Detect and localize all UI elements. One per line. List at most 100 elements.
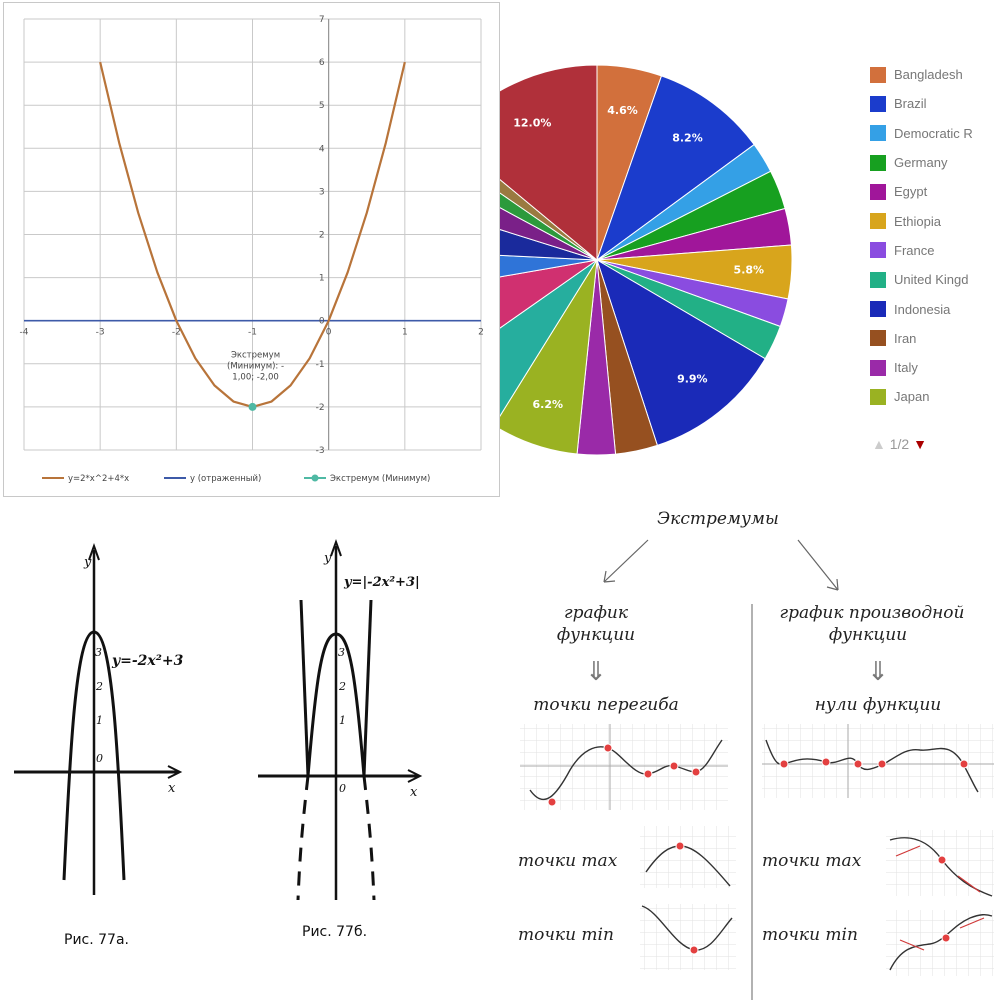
left-point-1 — [547, 797, 557, 807]
legend-label: Democratic R — [894, 125, 973, 141]
right-min-arrow-1-icon — [899, 939, 925, 951]
right-implies-icon: ⇓ — [867, 657, 889, 687]
right-max-point — [937, 855, 947, 865]
right-branch-line1: график производной — [780, 603, 965, 623]
pager-page-label: 1/2 — [889, 436, 910, 452]
left-branch-line2: функции — [557, 625, 635, 645]
legend-item[interactable]: Indonesia — [870, 294, 1000, 323]
legend-item[interactable]: Bangladesh — [870, 60, 1000, 89]
dashed-b-left — [296, 775, 310, 901]
dashed-b-right — [362, 775, 376, 901]
legend-pager[interactable]: ▲ 1/2 ▼ — [872, 436, 927, 452]
legend-label: Brazil — [894, 96, 927, 112]
tick-label-a-2: 2 — [95, 680, 103, 693]
right-min-point — [941, 933, 951, 943]
legend-label: Bangladesh — [894, 67, 963, 83]
equation-a: y=-2x²+3 — [111, 653, 184, 669]
tick-label-a-0: 0 — [96, 752, 103, 765]
legend-swatch — [870, 330, 886, 347]
legend-entry: y=2*x^2+4*x — [68, 474, 129, 484]
branch-b-right — [362, 599, 373, 777]
x-axis-a-arrow-icon — [167, 765, 183, 779]
y-axis-a-arrow-icon — [88, 543, 100, 561]
legend-swatch — [870, 359, 886, 376]
y-tick-label: 3 — [319, 187, 325, 197]
right-zero-5 — [959, 759, 969, 769]
right-max-arrow-1-icon — [895, 845, 921, 857]
legend-swatch — [870, 183, 886, 200]
right-zero-3 — [853, 759, 863, 769]
legend-label: United Kingd — [894, 272, 969, 288]
pager-up-icon[interactable]: ▲ — [872, 436, 886, 452]
legend-entry: y (отраженный) — [190, 474, 261, 484]
legend-swatch — [870, 154, 886, 171]
left-implies-icon: ⇓ — [585, 657, 607, 687]
x-tick-label: 2 — [478, 328, 484, 338]
tick-label-b-2: 2 — [338, 680, 346, 693]
pie-data-label: 5.8% — [734, 263, 765, 276]
left-point-3 — [643, 769, 653, 779]
parabola-chart: -4 -3 -2 -1 0 1 2 -3 -2 -1 0 1 2 3 4 5 6 7 Экстремум(Миним… — [20, 15, 484, 484]
left-min-label: точки min — [518, 925, 614, 945]
parabola-b — [306, 632, 366, 777]
legend-item[interactable]: Democratic R — [870, 119, 1000, 148]
right-min-label: точки min — [762, 925, 858, 945]
pie-slice[interactable] — [595, 75, 755, 262]
legend-item[interactable]: United Kingd — [870, 265, 1000, 294]
left-min-point — [689, 945, 699, 955]
left-max-graph-bg — [640, 826, 736, 888]
legend-label: Japan — [894, 389, 930, 405]
right-branch-line2: функции — [829, 625, 907, 645]
extrema-diagram: Экстремумы график функции ⇓ точки переги… — [518, 509, 994, 1000]
tick-label-b-3: 3 — [338, 646, 345, 659]
pie-slice[interactable] — [596, 258, 766, 447]
right-zero-4 — [877, 759, 887, 769]
tick-label-a-3: 3 — [95, 646, 102, 659]
y-tick-label: 7 — [319, 15, 325, 25]
extremum-point — [248, 402, 257, 411]
arrow-to-right — [797, 539, 839, 591]
left-result: точки перегиба — [533, 695, 678, 715]
left-point-2 — [603, 743, 613, 753]
pie-data-label: 8.2% — [672, 132, 703, 145]
right-min-arrow-2-icon — [959, 917, 985, 929]
legend-item[interactable]: Japan — [870, 382, 1000, 411]
legend-label: Italy — [894, 360, 918, 376]
legend-swatch — [870, 301, 886, 318]
right-min-graph-bg — [886, 910, 994, 976]
right-result: нули функции — [815, 695, 942, 715]
legend-label: France — [894, 242, 935, 258]
legend-swatch — [870, 125, 886, 142]
legend-item[interactable]: Ethiopia — [870, 206, 1000, 235]
legend-item[interactable]: Egypt — [870, 177, 1000, 206]
legend-item[interactable]: Italy — [870, 353, 1000, 382]
x-axis-b-arrow-icon — [407, 769, 423, 783]
x-tick-label: 1 — [402, 328, 408, 338]
left-point-4 — [669, 761, 679, 771]
legend-swatch — [870, 388, 886, 405]
axis-x-label-b: x — [410, 785, 418, 800]
tick-label-a-1: 1 — [96, 714, 103, 727]
y-tick-label: -1 — [316, 360, 325, 370]
legend-item[interactable]: Iran — [870, 324, 1000, 353]
tick-label-b-0: 0 — [339, 782, 346, 795]
axis-x-label-a: x — [168, 781, 176, 796]
y-tick-label: 6 — [319, 58, 325, 68]
legend-item[interactable]: Germany — [870, 148, 1000, 177]
right-zero-1 — [779, 759, 789, 769]
y-tick-label: 4 — [319, 144, 325, 154]
parabola-chart-panel: -4 -3 -2 -1 0 1 2 -3 -2 -1 0 1 2 3 4 5 6 7 Экстремум (Миним… — [3, 2, 500, 497]
axis-y-label-b: y — [323, 551, 332, 566]
caption-a: Рис. 77а. — [64, 932, 129, 948]
legend-item[interactable]: Brazil — [870, 89, 1000, 118]
legend-label: Iran — [894, 330, 917, 346]
right-min-curve — [889, 913, 993, 971]
legend-label: Germany — [894, 155, 948, 171]
y-tick-label: 1 — [319, 274, 325, 284]
legend-item[interactable]: France — [870, 236, 1000, 265]
pager-down-icon[interactable]: ▼ — [913, 436, 927, 452]
caption-b: Рис. 77б. — [302, 924, 367, 940]
legend-swatch — [870, 242, 886, 259]
left-max-label: точки max — [518, 851, 618, 871]
arrow-to-left — [603, 539, 649, 583]
